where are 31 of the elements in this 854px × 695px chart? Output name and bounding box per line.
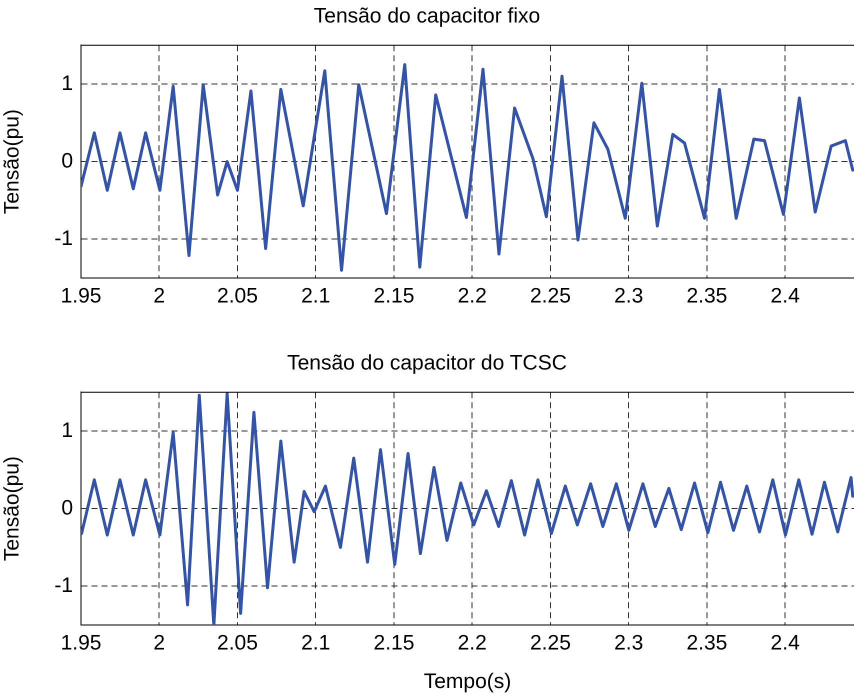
x-tick-label: 1.95 — [60, 631, 102, 654]
y-tick-label: 1 — [61, 418, 73, 442]
y-tick-label: 0 — [61, 496, 73, 520]
x-tick-label: 2.25 — [530, 631, 571, 654]
x-tick-label: 2.25 — [530, 284, 571, 308]
y-axis-title: Tensão(pu) — [0, 456, 24, 562]
x-tick-label: 2.05 — [217, 631, 258, 654]
x-tick-label: 2.4 — [770, 631, 800, 654]
x-tick-label: 2.35 — [686, 284, 728, 308]
x-tick-label: 2.1 — [301, 284, 330, 308]
x-tick-label: 2.35 — [686, 631, 728, 654]
x-tick-label: 2.05 — [217, 284, 258, 308]
y-tick-label: -1 — [54, 226, 73, 250]
y-tick-label: -1 — [54, 574, 73, 597]
chart-title: Tensão do capacitor fixo — [314, 4, 540, 28]
chart-title: Tensão do capacitor do TCSC — [287, 351, 567, 374]
y-tick-label: 0 — [61, 149, 73, 172]
x-tick-label: 1.95 — [60, 284, 102, 308]
x-tick-label: 2.3 — [614, 284, 644, 308]
x-tick-label: 2.15 — [374, 284, 414, 308]
x-tick-label: 2 — [153, 284, 166, 308]
x-tick-label: 2.4 — [770, 284, 800, 308]
x-tick-label: 2.2 — [458, 284, 487, 308]
y-tick-label: 1 — [61, 72, 73, 95]
x-tick-label: 2.2 — [458, 631, 487, 654]
x-tick-label: 2.1 — [301, 631, 330, 654]
x-tick-label: 2 — [153, 631, 166, 654]
y-axis-title: Tensão(pu) — [0, 109, 24, 214]
x-tick-label: 2.15 — [374, 631, 414, 654]
x-tick-label: 2.3 — [614, 631, 644, 654]
x-axis-title: Tempo(s) — [424, 670, 512, 694]
